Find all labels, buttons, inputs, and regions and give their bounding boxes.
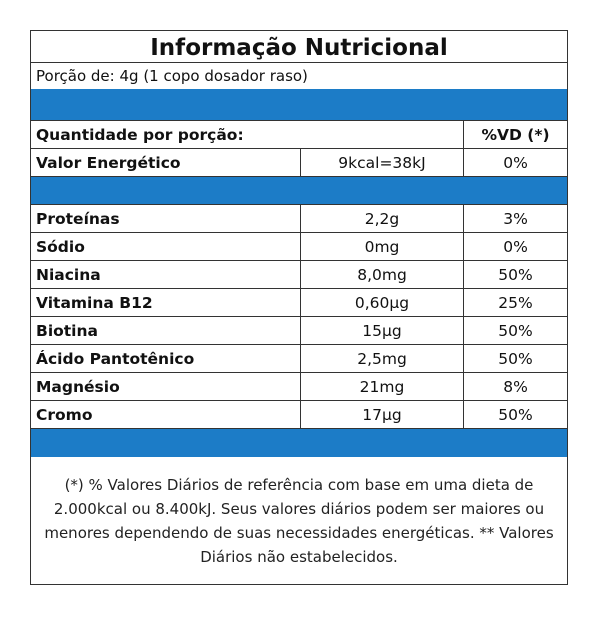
- table-row: Biotina 15µg 50%: [31, 317, 567, 345]
- header-row: Quantidade por porção: %VD (*): [31, 120, 567, 149]
- table-row: Magnésio 21mg 8%: [31, 373, 567, 401]
- nutrient-name: Magnésio: [36, 378, 120, 396]
- nutrient-amount: 17µg: [300, 401, 463, 428]
- nutrient-daily-value: 0%: [463, 233, 567, 260]
- blue-divider-band: [31, 429, 567, 457]
- footnote: (*) % Valores Diários de referência com …: [44, 476, 554, 566]
- nutrient-amount: 9kcal=38kJ: [300, 149, 463, 176]
- nutrient-name: Ácido Pantotênico: [36, 350, 195, 368]
- nutrient-daily-value: 50%: [463, 317, 567, 344]
- table-row: Niacina 8,0mg 50%: [31, 261, 567, 289]
- nutrient-daily-value: 8%: [463, 373, 567, 400]
- nutrient-name: Sódio: [36, 238, 85, 256]
- table-row: Proteínas 2,2g 3%: [31, 204, 567, 233]
- nutrient-amount: 15µg: [300, 317, 463, 344]
- nutrient-amount: 21mg: [300, 373, 463, 400]
- nutrient-amount: 2,5mg: [300, 345, 463, 372]
- nutrient-amount: 0,60µg: [300, 289, 463, 316]
- nutrient-name: Niacina: [36, 266, 101, 284]
- nutrient-amount: 0mg: [300, 233, 463, 260]
- nutrient-amount: 8,0mg: [300, 261, 463, 288]
- portion-size: Porção de: 4g (1 copo dosador raso): [36, 67, 308, 85]
- daily-value-header: %VD (*): [463, 121, 567, 148]
- table-row: Ácido Pantotênico 2,5mg 50%: [31, 345, 567, 373]
- nutrient-name: Valor Energético: [36, 154, 181, 172]
- nutrient-amount: 2,2g: [300, 205, 463, 232]
- blue-divider-band: [31, 177, 567, 204]
- blue-divider-band: [31, 89, 567, 120]
- nutrient-daily-value: 3%: [463, 205, 567, 232]
- nutrient-daily-value: 50%: [463, 261, 567, 288]
- quantity-per-portion-label: Quantidade por porção:: [36, 126, 244, 144]
- nutrient-name: Proteínas: [36, 210, 120, 228]
- nutrient-daily-value: 50%: [463, 401, 567, 428]
- nutrient-daily-value: 0%: [463, 149, 567, 176]
- nutrient-name: Biotina: [36, 322, 98, 340]
- table-title: Informação Nutricional: [31, 31, 567, 63]
- nutrient-name: Cromo: [36, 406, 93, 424]
- table-row: Cromo 17µg 50%: [31, 401, 567, 429]
- table-row: Sódio 0mg 0%: [31, 233, 567, 261]
- nutrient-name: Vitamina B12: [36, 294, 153, 312]
- nutrient-daily-value: 25%: [463, 289, 567, 316]
- nutrient-daily-value: 50%: [463, 345, 567, 372]
- nutrition-facts-table: Informação Nutricional Porção de: 4g (1 …: [30, 30, 568, 585]
- energy-row: Valor Energético 9kcal=38kJ 0%: [31, 149, 567, 177]
- table-row: Vitamina B12 0,60µg 25%: [31, 289, 567, 317]
